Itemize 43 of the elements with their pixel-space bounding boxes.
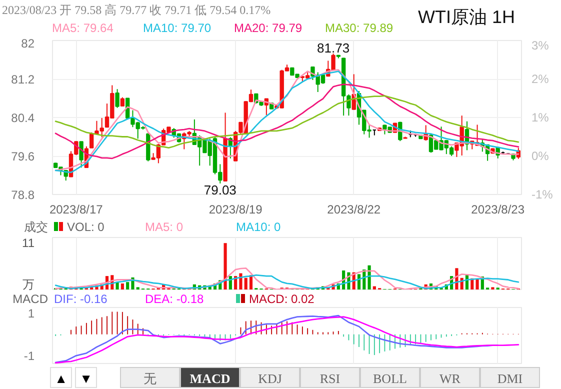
y2-tick-label: 3%	[532, 38, 550, 52]
text: 万	[22, 278, 34, 292]
y-tick-label: 80.4	[11, 111, 35, 125]
text: BOLL	[360, 366, 420, 388]
y-tick-label: -1	[24, 348, 35, 363]
text: MA5: 0	[145, 219, 184, 235]
text: 11	[22, 236, 35, 250]
y-tick-label: 78.8	[11, 188, 35, 202]
text: KDJ	[240, 366, 300, 388]
x-tick-label: 2023/8/19	[208, 202, 263, 216]
y-axis-title: MACD	[12, 291, 48, 307]
annotation: 81.73	[317, 40, 350, 56]
y-tick-label: 82	[21, 36, 35, 50]
y-tick-label: 79.6	[11, 150, 35, 164]
x-tick-label: 2023/8/22	[327, 202, 381, 216]
text: DIF: -0.16	[54, 291, 108, 307]
text: MA30: 79.89	[325, 20, 394, 36]
text: ▼	[75, 366, 97, 388]
x-tick-label: 2023/8/23	[471, 202, 525, 216]
text: ▲	[50, 366, 72, 388]
x-tick-label: 2023/8/17	[49, 202, 104, 216]
text: MA20: 79.79	[234, 20, 304, 36]
y2-tick-label: 1%	[532, 110, 550, 124]
text: MA10: 0	[236, 219, 282, 235]
legend-label: MACD: 0.02	[248, 291, 316, 307]
y2-tick-label: 2%	[532, 72, 550, 86]
y-tick-label: 1	[28, 306, 35, 321]
text: MA10: 79.70	[143, 20, 212, 36]
y2-tick-label: 0%	[532, 149, 550, 163]
text: MACD	[180, 366, 240, 388]
y2-tick-label: -1%	[532, 188, 554, 202]
text: WR	[420, 366, 480, 388]
text: DEA: -0.18	[145, 291, 205, 307]
y-tick-label: 81.2	[11, 72, 35, 86]
annotation: 79.03	[204, 182, 236, 198]
legend-label: VOL: 0	[66, 219, 106, 235]
y-axis-title: 成交	[23, 219, 48, 235]
chart-subtitle: 2023/08/23 开 79.58 高 79.77 收 79.71 低 79.54 0.17%	[2, 3, 271, 17]
text: DMI	[480, 366, 540, 388]
text: RSI	[300, 366, 360, 388]
text: 无	[120, 366, 180, 388]
chart-title: WTI原油 1H	[418, 6, 515, 28]
text: MA5: 79.64	[52, 20, 114, 36]
